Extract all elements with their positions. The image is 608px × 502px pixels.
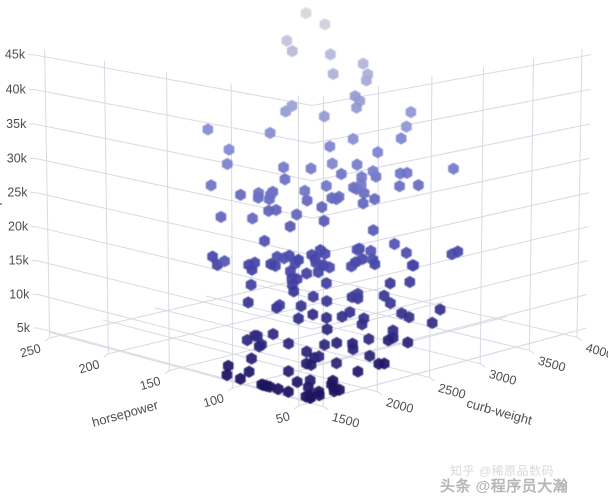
svg-text:20k: 20k <box>8 220 29 234</box>
svg-text:15k: 15k <box>9 254 30 268</box>
svg-text:45k: 45k <box>5 48 26 62</box>
svg-text:40k: 40k <box>6 82 27 96</box>
svg-text:10k: 10k <box>9 287 30 301</box>
svg-text:25k: 25k <box>7 186 28 200</box>
svg-text:price: price <box>0 177 3 205</box>
svg-text:5k: 5k <box>17 321 31 335</box>
svg-text:30k: 30k <box>7 151 28 165</box>
svg-text:35k: 35k <box>6 117 27 131</box>
